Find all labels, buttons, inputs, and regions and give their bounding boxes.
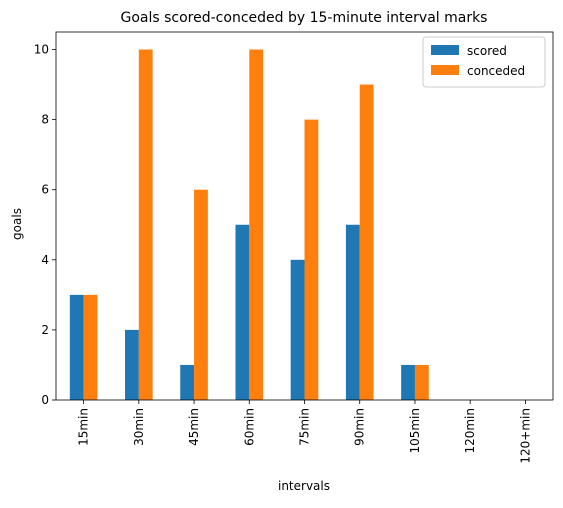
y-tick-label-4: 4 [41, 253, 49, 267]
x-tick-label-120min: 120min [463, 408, 477, 454]
legend-swatch-scored [431, 45, 459, 55]
x-tick-label-75min: 75min [298, 408, 312, 446]
y-axis-label: goals [10, 208, 24, 240]
bar-scored-15min [69, 294, 84, 400]
bar-scored-75min [290, 259, 305, 400]
x-tick-label-90min: 90min [353, 408, 367, 446]
x-tick-label-45min: 45min [187, 408, 201, 446]
x-tick-label-120+min: 120+min [518, 408, 532, 464]
legend-swatch-conceded [431, 65, 459, 75]
bars-layer [69, 49, 429, 401]
bar-scored-30min [125, 329, 139, 400]
bar-scored-45min [180, 364, 195, 400]
legend-label-scored: scored [467, 44, 507, 58]
chart-title: Goals scored-conceded by 15-minute inter… [121, 10, 488, 26]
bar-conceded-75min [304, 119, 319, 401]
bar-conceded-30min [138, 49, 153, 401]
y-tick-label-10: 10 [34, 43, 49, 57]
bar-scored-90min [345, 224, 360, 400]
bar-conceded-15min [83, 294, 98, 400]
bar-conceded-45min [194, 189, 208, 400]
y-tick-label-6: 6 [41, 183, 49, 197]
bar-scored-105min [401, 364, 415, 400]
axes-layer: 0 2 4 6 8 10 15min 30min 45min 60min 75min 90min 105… [34, 31, 554, 464]
bar-conceded-105min [414, 364, 429, 400]
legend-label-conceded: conceded [467, 64, 525, 78]
x-tick-label-30min: 30min [132, 408, 146, 446]
legend: scored conceded [422, 36, 546, 88]
bar-conceded-90min [359, 84, 374, 400]
y-tick-label-0: 0 [41, 393, 49, 407]
bar-scored-60min [235, 224, 250, 400]
x-tick-label-15min: 15min [77, 408, 91, 446]
bar-conceded-60min [249, 49, 264, 401]
x-axis-label: intervals [278, 479, 330, 493]
x-tick-label-105min: 105min [408, 408, 422, 454]
y-tick-label-8: 8 [41, 113, 49, 127]
x-tick-label-60min: 60min [242, 408, 256, 446]
y-tick-label-2: 2 [41, 323, 49, 337]
